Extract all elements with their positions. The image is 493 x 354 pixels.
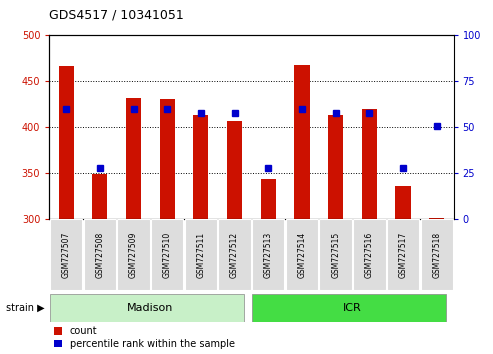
Bar — [261, 179, 276, 219]
Bar — [59, 66, 74, 219]
Text: ICR: ICR — [343, 303, 362, 313]
Text: GSM727513: GSM727513 — [264, 232, 273, 278]
Text: Madison: Madison — [127, 303, 174, 313]
Bar — [117, 219, 150, 290]
Bar — [50, 294, 244, 322]
Bar — [218, 219, 251, 290]
Text: GSM727507: GSM727507 — [62, 232, 70, 278]
Bar — [160, 99, 175, 219]
Bar — [151, 219, 183, 290]
Bar — [227, 121, 242, 219]
Bar — [193, 115, 209, 219]
Bar — [395, 186, 411, 219]
Text: GSM727509: GSM727509 — [129, 232, 138, 278]
Text: GSM727508: GSM727508 — [95, 232, 105, 278]
Bar — [362, 109, 377, 219]
Bar — [50, 219, 82, 290]
Legend: count, percentile rank within the sample: count, percentile rank within the sample — [54, 326, 235, 349]
Bar — [319, 219, 352, 290]
Text: GSM727514: GSM727514 — [297, 232, 307, 278]
Bar — [126, 98, 141, 219]
Bar — [328, 115, 343, 219]
Text: strain ▶: strain ▶ — [6, 303, 44, 313]
Bar — [294, 65, 310, 219]
Text: GDS4517 / 10341051: GDS4517 / 10341051 — [49, 8, 184, 21]
Text: GSM727518: GSM727518 — [432, 232, 441, 278]
Bar — [286, 219, 318, 290]
Text: GSM727511: GSM727511 — [196, 232, 206, 278]
Bar — [252, 219, 284, 290]
Bar — [353, 219, 386, 290]
Bar — [92, 175, 107, 219]
Bar — [252, 294, 446, 322]
Bar — [387, 219, 419, 290]
Bar — [429, 218, 444, 219]
Text: GSM727517: GSM727517 — [398, 232, 408, 278]
Bar — [421, 219, 453, 290]
Text: GSM727512: GSM727512 — [230, 232, 239, 278]
Bar — [84, 219, 116, 290]
Text: GSM727510: GSM727510 — [163, 232, 172, 278]
Text: GSM727515: GSM727515 — [331, 232, 340, 278]
Text: GSM727516: GSM727516 — [365, 232, 374, 278]
Bar — [185, 219, 217, 290]
